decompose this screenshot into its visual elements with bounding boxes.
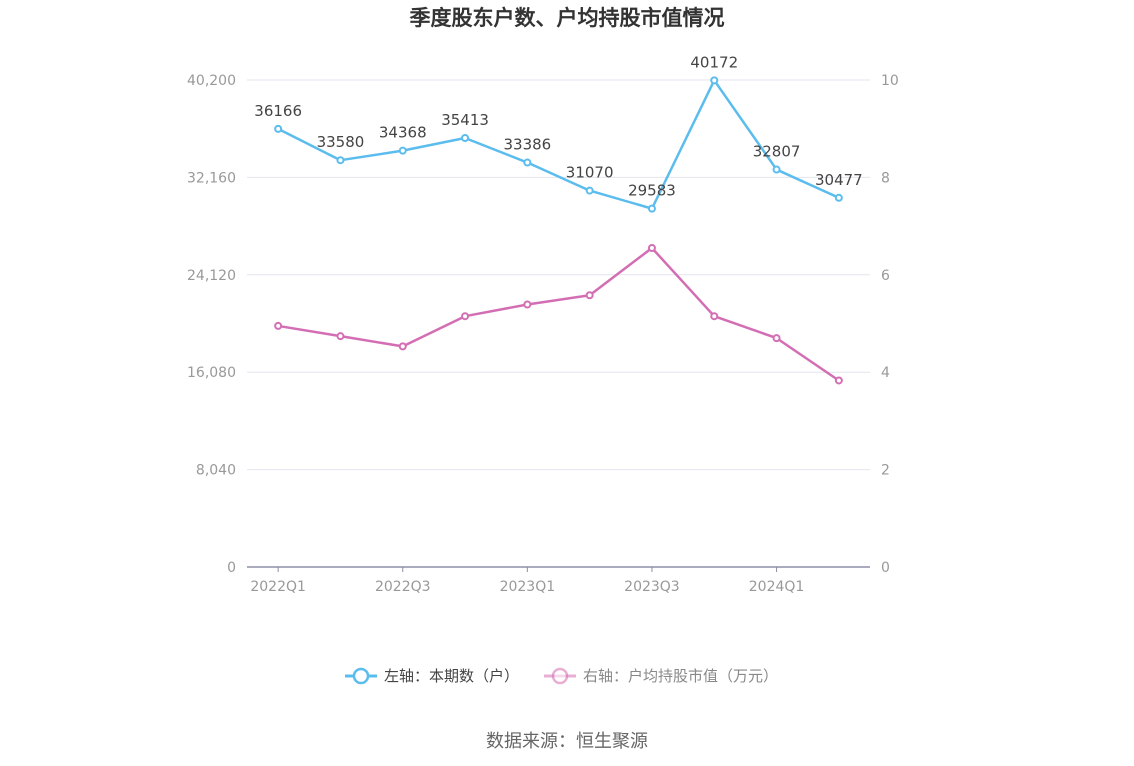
- series-line-0: [277, 79, 840, 210]
- y-axis-left: 0 8,040 16,080 24,120 32,160 40,200: [187, 73, 236, 576]
- data-label: 32807: [753, 143, 801, 161]
- legend-item-1[interactable]: 右轴：户均持股市值（万元）: [544, 667, 778, 685]
- x-tick-label: 2023Q3: [624, 579, 680, 595]
- data-label: 36166: [254, 102, 302, 120]
- y-left-tick-label: 32,160: [187, 170, 236, 186]
- data-point-0: [647, 204, 656, 213]
- data-point-1: [336, 332, 345, 341]
- data-point-0: [772, 165, 781, 174]
- chart-title: 季度股东户数、户均持股市值情况: [410, 6, 725, 30]
- x-tick-label: 2022Q1: [250, 579, 306, 595]
- data-label: 33386: [503, 136, 551, 154]
- data-point-0: [336, 156, 345, 165]
- x-tick-label: 2023Q1: [500, 579, 556, 595]
- y-left-tick-label: 8,040: [196, 463, 236, 479]
- y-right-tick-label: 10: [881, 73, 899, 89]
- legend-item-0[interactable]: 左轴：本期数（户）: [345, 667, 519, 685]
- y-right-tick-label: 6: [881, 268, 890, 284]
- data-point-1: [585, 291, 594, 300]
- legend-label: 右轴：户均持股市值（万元）: [583, 667, 778, 685]
- y-left-tick-label: 16,080: [187, 365, 236, 381]
- data-point-0: [834, 193, 843, 202]
- legend-swatch-marker: [551, 667, 569, 685]
- legend-label: 左轴：本期数（户）: [384, 667, 519, 685]
- data-label: 29583: [628, 182, 676, 200]
- data-label: 40172: [690, 53, 738, 71]
- data-label: 34368: [379, 124, 427, 142]
- y-left-tick-label: 24,120: [187, 268, 236, 284]
- x-tick-label: 2024Q1: [749, 579, 805, 595]
- y-right-tick-label: 2: [881, 463, 890, 479]
- data-point-0: [523, 158, 532, 167]
- data-point-1: [274, 321, 283, 330]
- data-label: 35413: [441, 111, 489, 129]
- legend-swatch-marker: [352, 667, 370, 685]
- source-note: 数据来源：恒生聚源: [486, 731, 648, 752]
- data-point-1: [834, 376, 843, 385]
- data-point-0: [585, 186, 594, 195]
- x-tick-label: 2022Q3: [375, 579, 431, 595]
- data-point-1: [523, 300, 532, 309]
- data-point-0: [398, 146, 407, 155]
- data-point-1: [647, 244, 656, 253]
- legend[interactable]: 左轴：本期数（户） 右轴：户均持股市值（万元）: [345, 667, 778, 685]
- data-point-1: [710, 312, 719, 321]
- y-right-tick-label: 8: [881, 170, 890, 186]
- series-line-1: [277, 246, 840, 382]
- y-right-tick-label: 0: [881, 560, 890, 576]
- data-label: 31070: [566, 164, 614, 182]
- y-axis-right: 0 2 4 6 8 10: [881, 73, 899, 576]
- x-axis: 2022Q1 2022Q3 2023Q1 2023Q3 2024Q1: [247, 566, 870, 595]
- data-point-1: [398, 342, 407, 351]
- data-label: 33580: [317, 133, 365, 151]
- y-left-tick-label: 0: [227, 560, 236, 576]
- data-label: 30477: [815, 171, 863, 189]
- data-point-0: [710, 76, 719, 85]
- y-right-tick-label: 4: [881, 365, 890, 381]
- data-point-0: [461, 133, 470, 142]
- series-layer: 36166 33580 34368 35413 33386 31070 29583 40172…: [254, 53, 863, 385]
- data-point-1: [461, 312, 470, 321]
- y-left-tick-label: 40,200: [187, 73, 236, 89]
- data-point-1: [772, 334, 781, 343]
- grid-lines: [247, 79, 870, 471]
- data-point-0: [274, 124, 283, 133]
